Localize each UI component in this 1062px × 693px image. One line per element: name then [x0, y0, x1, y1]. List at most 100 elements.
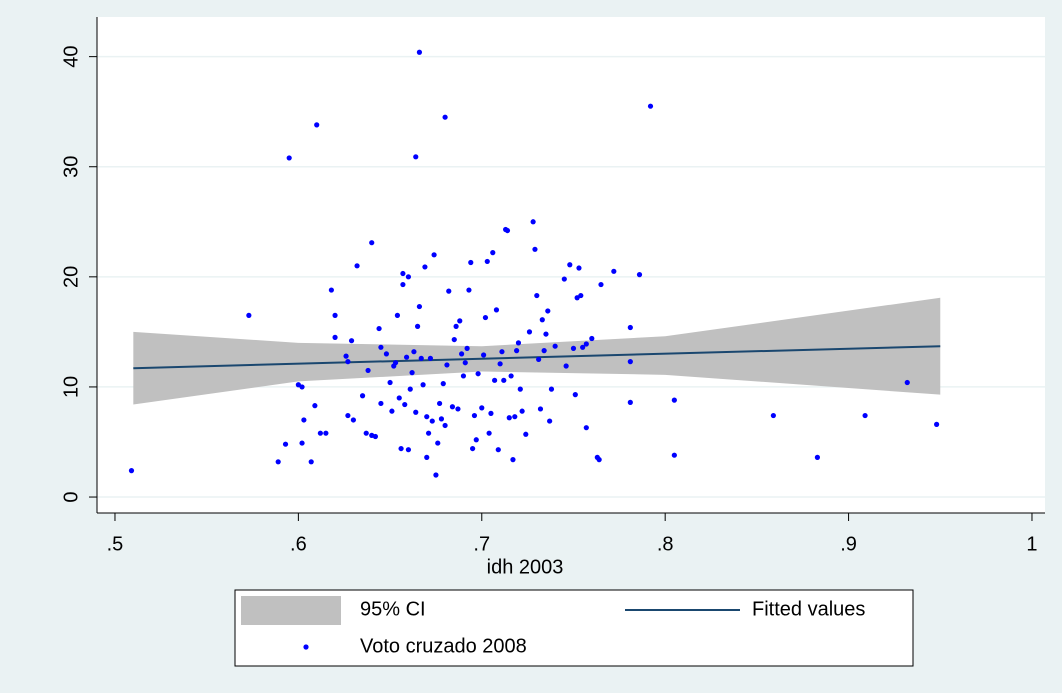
point — [398, 445, 404, 452]
legend — [234, 589, 914, 667]
point — [627, 399, 633, 405]
point — [317, 430, 323, 436]
y-tick-label: 20 — [60, 266, 82, 288]
point — [462, 360, 468, 366]
point — [647, 103, 654, 109]
point — [446, 288, 452, 294]
point — [431, 252, 437, 258]
point — [345, 412, 351, 419]
point — [400, 270, 406, 277]
point — [530, 219, 536, 225]
point — [427, 355, 434, 361]
point — [440, 381, 446, 387]
fitted-line — [133, 345, 941, 370]
legend-swatch — [241, 596, 341, 625]
point — [770, 412, 776, 419]
point — [580, 344, 586, 350]
point — [904, 379, 910, 386]
point — [627, 324, 633, 331]
point — [416, 303, 423, 310]
point — [369, 240, 375, 246]
point — [128, 468, 135, 474]
point — [596, 457, 602, 463]
point — [308, 459, 314, 465]
point — [495, 447, 501, 453]
point — [332, 334, 338, 340]
point — [583, 425, 589, 431]
point — [444, 362, 450, 368]
point — [429, 418, 435, 424]
point — [389, 408, 395, 414]
point — [536, 356, 542, 363]
point — [449, 404, 456, 410]
x-tick-label: 1 — [1026, 533, 1037, 555]
point — [425, 430, 432, 436]
point — [359, 393, 366, 399]
point — [561, 276, 567, 282]
point — [442, 114, 448, 120]
point — [543, 331, 549, 337]
x-axis-title: idh 2003 — [487, 556, 564, 578]
point — [312, 403, 318, 409]
point — [583, 341, 589, 347]
point — [589, 335, 595, 342]
point — [396, 395, 402, 401]
point — [378, 400, 384, 407]
point — [378, 344, 384, 350]
point — [453, 323, 459, 329]
point — [468, 259, 474, 266]
point — [457, 318, 463, 324]
point — [383, 351, 390, 357]
point — [512, 414, 518, 420]
x-tick-label: .8 — [657, 533, 674, 555]
legend-swatch — [303, 644, 309, 650]
ci-band — [133, 297, 941, 405]
point — [506, 415, 512, 421]
point — [471, 412, 478, 419]
point — [275, 459, 281, 465]
point — [436, 400, 443, 407]
point — [409, 370, 415, 376]
point — [376, 325, 382, 332]
point — [508, 373, 514, 379]
point — [547, 418, 553, 424]
point — [392, 360, 399, 366]
point — [394, 312, 401, 318]
point — [572, 392, 578, 398]
point — [402, 401, 408, 408]
point — [541, 348, 547, 354]
point — [493, 307, 500, 313]
point — [490, 250, 496, 256]
point — [459, 351, 465, 357]
point — [365, 367, 371, 374]
point — [526, 329, 533, 335]
point — [424, 454, 430, 460]
legend-label: 95% CI — [360, 598, 426, 620]
point — [442, 422, 448, 429]
point — [598, 281, 604, 288]
point — [636, 272, 643, 278]
point — [387, 379, 393, 386]
point — [570, 345, 577, 352]
x-tick-label: .7 — [473, 533, 490, 555]
point — [515, 340, 522, 346]
point — [514, 348, 520, 354]
point — [517, 386, 523, 392]
point — [299, 384, 305, 390]
point — [814, 454, 820, 460]
point — [545, 308, 551, 314]
point — [460, 373, 467, 379]
point — [481, 352, 487, 358]
point — [934, 421, 940, 427]
point — [519, 408, 525, 414]
point — [576, 265, 582, 271]
point — [484, 258, 490, 265]
point — [345, 359, 351, 365]
point — [328, 287, 334, 293]
point — [466, 287, 472, 293]
point — [451, 336, 457, 343]
point — [424, 414, 430, 420]
point — [504, 227, 511, 234]
point — [422, 264, 428, 270]
point — [563, 363, 569, 369]
